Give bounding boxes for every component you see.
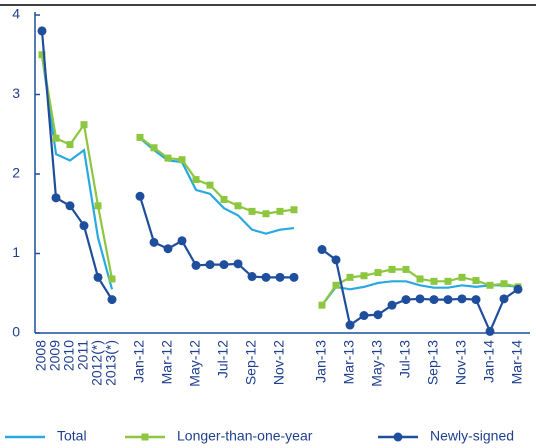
point bbox=[37, 26, 47, 36]
point bbox=[65, 201, 75, 211]
point bbox=[107, 295, 117, 305]
point bbox=[472, 277, 480, 285]
y-tick-label: 1 bbox=[12, 244, 20, 260]
point bbox=[332, 281, 340, 289]
x-tick-label: May-12 bbox=[187, 340, 203, 387]
point bbox=[136, 133, 144, 141]
point bbox=[108, 275, 116, 283]
point bbox=[444, 277, 452, 285]
point bbox=[374, 269, 382, 277]
point bbox=[485, 326, 495, 336]
x-tick-label: Mar-14 bbox=[509, 340, 525, 385]
point bbox=[191, 260, 201, 270]
x-tick-label: Jul-12 bbox=[215, 340, 231, 378]
point bbox=[289, 272, 299, 282]
legend-label: Longer-than-one-year bbox=[177, 428, 313, 444]
point bbox=[429, 295, 439, 305]
point bbox=[402, 265, 410, 273]
point bbox=[149, 237, 159, 247]
point bbox=[346, 273, 354, 281]
x-tick-label: 2011 bbox=[75, 340, 91, 370]
x-tick-label: 2013(*) bbox=[103, 340, 119, 386]
legend-label: Newly-signed bbox=[430, 428, 514, 444]
x-tick-label: Mar-12 bbox=[159, 340, 175, 385]
point bbox=[388, 265, 396, 273]
point bbox=[247, 272, 257, 282]
point bbox=[220, 195, 228, 203]
series-line bbox=[40, 54, 519, 306]
point bbox=[94, 202, 102, 210]
point bbox=[205, 260, 215, 270]
point bbox=[331, 255, 341, 265]
point bbox=[317, 245, 327, 255]
point bbox=[359, 311, 369, 321]
point bbox=[219, 260, 229, 270]
y-tick-label: 4 bbox=[12, 6, 20, 22]
point bbox=[499, 294, 509, 304]
x-tick-label: Jan-12 bbox=[131, 340, 147, 383]
point bbox=[373, 310, 383, 320]
x-tick-label: 2009 bbox=[47, 340, 63, 371]
legend-marker bbox=[141, 433, 149, 441]
point bbox=[52, 134, 60, 142]
point bbox=[458, 273, 466, 281]
point bbox=[387, 300, 397, 310]
series-line bbox=[40, 54, 519, 306]
point bbox=[51, 193, 61, 203]
point bbox=[233, 259, 243, 269]
point bbox=[290, 206, 298, 214]
point bbox=[192, 176, 200, 184]
point bbox=[178, 156, 186, 164]
x-tick-label: Mar-13 bbox=[341, 340, 357, 385]
x-tick-label: May-13 bbox=[369, 340, 385, 387]
x-tick-label: Sep-13 bbox=[425, 340, 441, 385]
x-tick-label: Jul-13 bbox=[397, 340, 413, 378]
point bbox=[486, 281, 494, 289]
point bbox=[234, 202, 242, 210]
point bbox=[177, 236, 187, 246]
point bbox=[430, 277, 438, 285]
point bbox=[401, 295, 411, 305]
point bbox=[416, 275, 424, 283]
point bbox=[360, 272, 368, 280]
y-tick-label: 2 bbox=[12, 165, 20, 181]
point bbox=[457, 294, 467, 304]
x-tick-label: 2008 bbox=[33, 340, 49, 371]
point bbox=[38, 51, 46, 59]
x-tick-label: Sep-12 bbox=[243, 340, 259, 385]
point bbox=[471, 295, 481, 305]
point bbox=[80, 121, 88, 129]
point bbox=[261, 272, 271, 282]
x-tick-label: 2012(*) bbox=[89, 340, 105, 386]
point bbox=[163, 244, 173, 254]
point bbox=[79, 221, 89, 231]
point bbox=[206, 181, 214, 189]
point bbox=[262, 210, 270, 218]
y-tick-label: 0 bbox=[12, 324, 20, 340]
point bbox=[513, 284, 523, 294]
point bbox=[66, 141, 74, 149]
x-tick-label: Nov-12 bbox=[271, 340, 287, 385]
legend-label: Total bbox=[57, 428, 87, 444]
point bbox=[415, 294, 425, 304]
x-tick-label: 2010 bbox=[61, 340, 77, 371]
point bbox=[276, 207, 284, 215]
x-tick-label: Jan-14 bbox=[481, 340, 497, 383]
point bbox=[150, 144, 158, 152]
point bbox=[318, 301, 326, 309]
point bbox=[93, 272, 103, 282]
point bbox=[135, 191, 145, 201]
point bbox=[443, 295, 453, 305]
point bbox=[275, 272, 285, 282]
point bbox=[345, 320, 355, 330]
series-line bbox=[40, 30, 519, 335]
point bbox=[248, 207, 256, 215]
x-tick-label: Nov-13 bbox=[453, 340, 469, 385]
point bbox=[500, 280, 508, 288]
x-tick-label: Jan-13 bbox=[313, 340, 329, 383]
y-tick-label: 3 bbox=[12, 85, 20, 101]
point bbox=[164, 154, 172, 162]
legend-marker bbox=[393, 432, 403, 442]
